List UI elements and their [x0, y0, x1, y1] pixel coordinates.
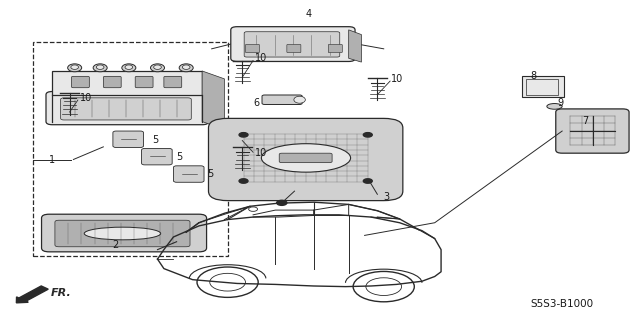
Text: 10: 10 [255, 53, 268, 63]
Ellipse shape [71, 65, 79, 69]
Ellipse shape [182, 65, 190, 69]
FancyBboxPatch shape [55, 220, 190, 247]
Circle shape [276, 200, 287, 205]
Polygon shape [202, 71, 225, 130]
Circle shape [364, 133, 372, 137]
FancyBboxPatch shape [556, 109, 629, 153]
FancyBboxPatch shape [287, 44, 301, 53]
Text: 10: 10 [80, 93, 92, 103]
Ellipse shape [150, 64, 164, 72]
Ellipse shape [125, 65, 132, 69]
Text: 8: 8 [531, 71, 536, 81]
Polygon shape [52, 71, 202, 95]
Text: 5: 5 [207, 169, 214, 179]
FancyBboxPatch shape [262, 95, 302, 105]
FancyBboxPatch shape [135, 76, 153, 88]
Ellipse shape [261, 144, 351, 172]
Ellipse shape [68, 64, 82, 72]
Text: FR.: FR. [51, 288, 72, 298]
FancyBboxPatch shape [46, 92, 209, 125]
Text: 6: 6 [253, 98, 260, 108]
FancyBboxPatch shape [279, 153, 332, 163]
FancyBboxPatch shape [244, 32, 340, 57]
Ellipse shape [122, 64, 136, 72]
FancyBboxPatch shape [103, 76, 121, 88]
FancyBboxPatch shape [141, 148, 172, 165]
FancyBboxPatch shape [231, 27, 355, 62]
Text: 2: 2 [112, 240, 118, 250]
Text: 10: 10 [255, 148, 268, 158]
Text: 5: 5 [152, 135, 159, 145]
Text: 10: 10 [392, 74, 404, 84]
Polygon shape [349, 30, 362, 62]
Circle shape [364, 179, 372, 183]
Ellipse shape [179, 64, 193, 72]
FancyBboxPatch shape [522, 76, 564, 97]
FancyBboxPatch shape [113, 131, 143, 147]
Ellipse shape [547, 104, 562, 109]
Circle shape [239, 133, 248, 137]
FancyArrow shape [17, 286, 48, 303]
FancyBboxPatch shape [173, 166, 204, 182]
Ellipse shape [154, 65, 161, 69]
FancyBboxPatch shape [61, 98, 191, 120]
Text: 5: 5 [177, 152, 183, 162]
Text: S5S3-B1000: S5S3-B1000 [531, 299, 593, 309]
Text: 3: 3 [384, 192, 390, 203]
FancyBboxPatch shape [209, 118, 403, 201]
Text: 1: 1 [49, 155, 54, 166]
FancyBboxPatch shape [42, 214, 207, 252]
FancyBboxPatch shape [328, 44, 342, 53]
FancyBboxPatch shape [164, 76, 182, 88]
FancyBboxPatch shape [72, 76, 90, 88]
Ellipse shape [294, 96, 305, 103]
Circle shape [239, 179, 248, 183]
Ellipse shape [93, 64, 107, 72]
FancyBboxPatch shape [246, 44, 259, 53]
Text: 7: 7 [582, 116, 589, 126]
Text: 9: 9 [557, 98, 563, 108]
Ellipse shape [84, 227, 161, 240]
Text: 4: 4 [306, 9, 312, 19]
Ellipse shape [97, 65, 104, 69]
